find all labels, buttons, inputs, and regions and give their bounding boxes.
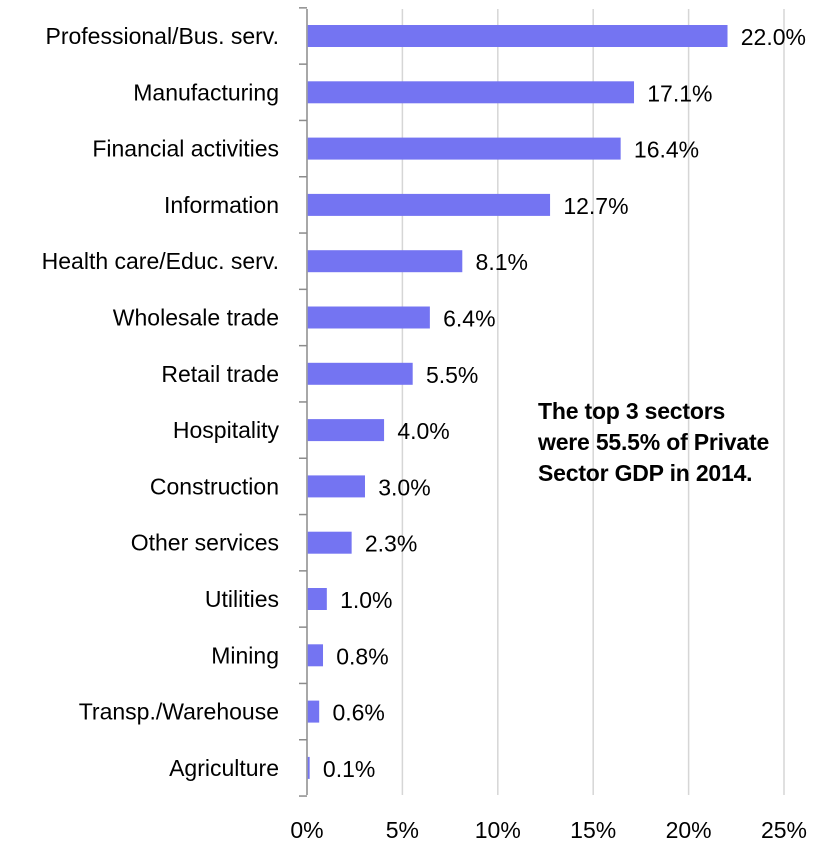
x-tick-label: 20%	[666, 817, 712, 843]
bars	[307, 25, 728, 779]
bar	[307, 419, 385, 442]
data-label: 5.5%	[426, 362, 478, 388]
data-label: 12.7%	[563, 193, 628, 219]
bar	[307, 588, 327, 610]
category-labels: Professional/Bus. serv. Manufacturing Fina…	[42, 23, 280, 781]
data-label: 17.1%	[647, 80, 712, 106]
x-tick-label: 25%	[761, 817, 807, 843]
bar	[307, 250, 463, 273]
category-label: Wholesale trade	[113, 305, 279, 331]
annotation-line: The top 3 sectors	[538, 398, 726, 424]
data-label: 0.1%	[323, 756, 375, 782]
bar	[307, 700, 320, 723]
bar	[307, 306, 430, 329]
category-label: Other services	[131, 530, 279, 556]
x-tick-label: 0%	[290, 817, 323, 843]
bar	[307, 644, 324, 667]
value-labels: 22.0% 17.1% 16.4% 12.7% 8.1% 6.4% 5.5% 4.0% 3.0%…	[323, 24, 806, 782]
category-label: Professional/Bus. serv.	[45, 23, 279, 49]
annotation-line: Sector GDP in 2014.	[538, 460, 753, 486]
category-label: Construction	[150, 473, 279, 499]
category-label: Manufacturing	[133, 79, 279, 105]
category-label: Hospitality	[173, 417, 280, 443]
bar	[307, 81, 635, 104]
data-label: 0.8%	[336, 643, 388, 669]
category-label: Health care/Educ. serv.	[42, 248, 279, 274]
data-label: 1.0%	[340, 587, 392, 613]
bar	[307, 362, 413, 385]
bar	[307, 137, 621, 160]
x-tick-labels: 0% 5% 10% 15% 20% 25%	[290, 817, 807, 843]
data-label: 2.3%	[365, 531, 417, 557]
x-tick-label: 15%	[570, 817, 616, 843]
category-label: Information	[164, 192, 279, 218]
data-label: 8.1%	[476, 249, 528, 275]
data-label: 4.0%	[397, 418, 449, 444]
category-label: Mining	[211, 642, 279, 668]
category-label: Transp./Warehouse	[79, 699, 279, 725]
annotation-note: The top 3 sectors were 55.5% of Private …	[538, 396, 808, 489]
bar	[307, 756, 310, 779]
category-label: Agriculture	[169, 755, 279, 781]
axes	[299, 7, 308, 797]
bar	[307, 193, 551, 216]
data-label: 0.6%	[332, 700, 384, 726]
category-label: Retail trade	[161, 361, 279, 387]
x-tick-label: 10%	[475, 817, 521, 843]
data-label: 16.4%	[634, 137, 699, 163]
annotation-line: were 55.5% of Private	[538, 429, 770, 455]
bar	[307, 25, 728, 47]
data-label: 3.0%	[378, 474, 430, 500]
data-label: 6.4%	[443, 306, 495, 332]
x-tick-label: 5%	[386, 817, 419, 843]
bar	[307, 475, 365, 498]
category-label: Financial activities	[92, 136, 279, 162]
category-label: Utilities	[205, 586, 279, 612]
bar	[307, 531, 352, 554]
data-label: 22.0%	[741, 24, 806, 50]
